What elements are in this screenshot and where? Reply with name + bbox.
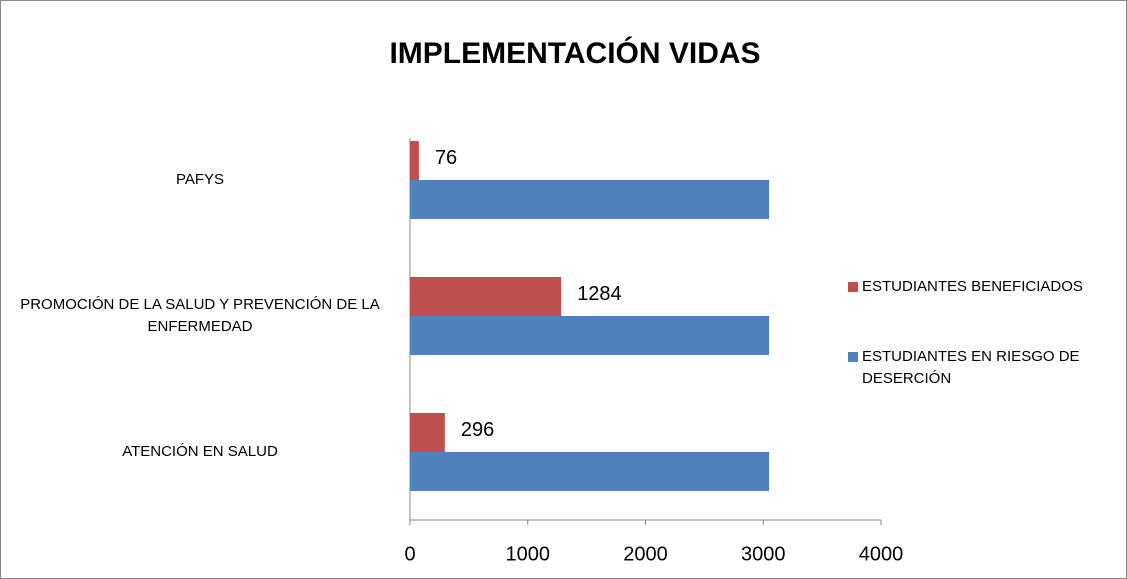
bar [410,277,562,316]
y-tick-label: PROMOCIÓN DE LA SALUD Y PREVENCIÓN DE LA… [20,296,380,335]
bar [410,413,445,452]
data-label: 76 [435,147,457,169]
bar [410,316,770,355]
data-label: 1284 [577,283,622,305]
bar [410,141,419,180]
bar [410,180,770,219]
legend-label: ESTUDIANTES EN RIESGO DE DESERCIÓN [862,348,1080,387]
legend-swatch [848,282,858,292]
x-tick-label: 3000 [741,543,786,565]
x-tick-label: 1000 [506,543,551,565]
y-tick-label: PAFYS [175,171,225,188]
chart-title: IMPLEMENTACIÓN VIDAS [389,36,760,70]
x-tick-label: 2000 [623,543,668,565]
y-tick-label: ATENCIÓN EN SALUD [122,443,278,460]
x-tick-label: 4000 [859,543,904,565]
x-tick-label: 0 [404,543,415,565]
legend-label: ESTUDIANTES BENEFICIADOS [862,278,1083,295]
data-label: 296 [461,419,494,441]
bar [410,452,770,491]
legend-swatch [848,352,858,362]
